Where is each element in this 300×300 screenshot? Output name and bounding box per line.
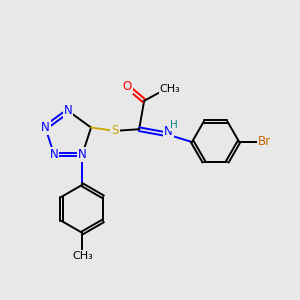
Text: N: N	[50, 148, 58, 161]
Text: N: N	[64, 104, 73, 117]
Text: N: N	[41, 121, 50, 134]
Text: N: N	[164, 125, 172, 138]
Text: Br: Br	[257, 135, 271, 148]
Text: S: S	[111, 124, 119, 137]
Text: CH₃: CH₃	[72, 251, 93, 261]
Text: H: H	[170, 120, 178, 130]
Text: CH₃: CH₃	[160, 84, 180, 94]
Text: O: O	[123, 80, 132, 93]
Text: N: N	[78, 148, 87, 161]
